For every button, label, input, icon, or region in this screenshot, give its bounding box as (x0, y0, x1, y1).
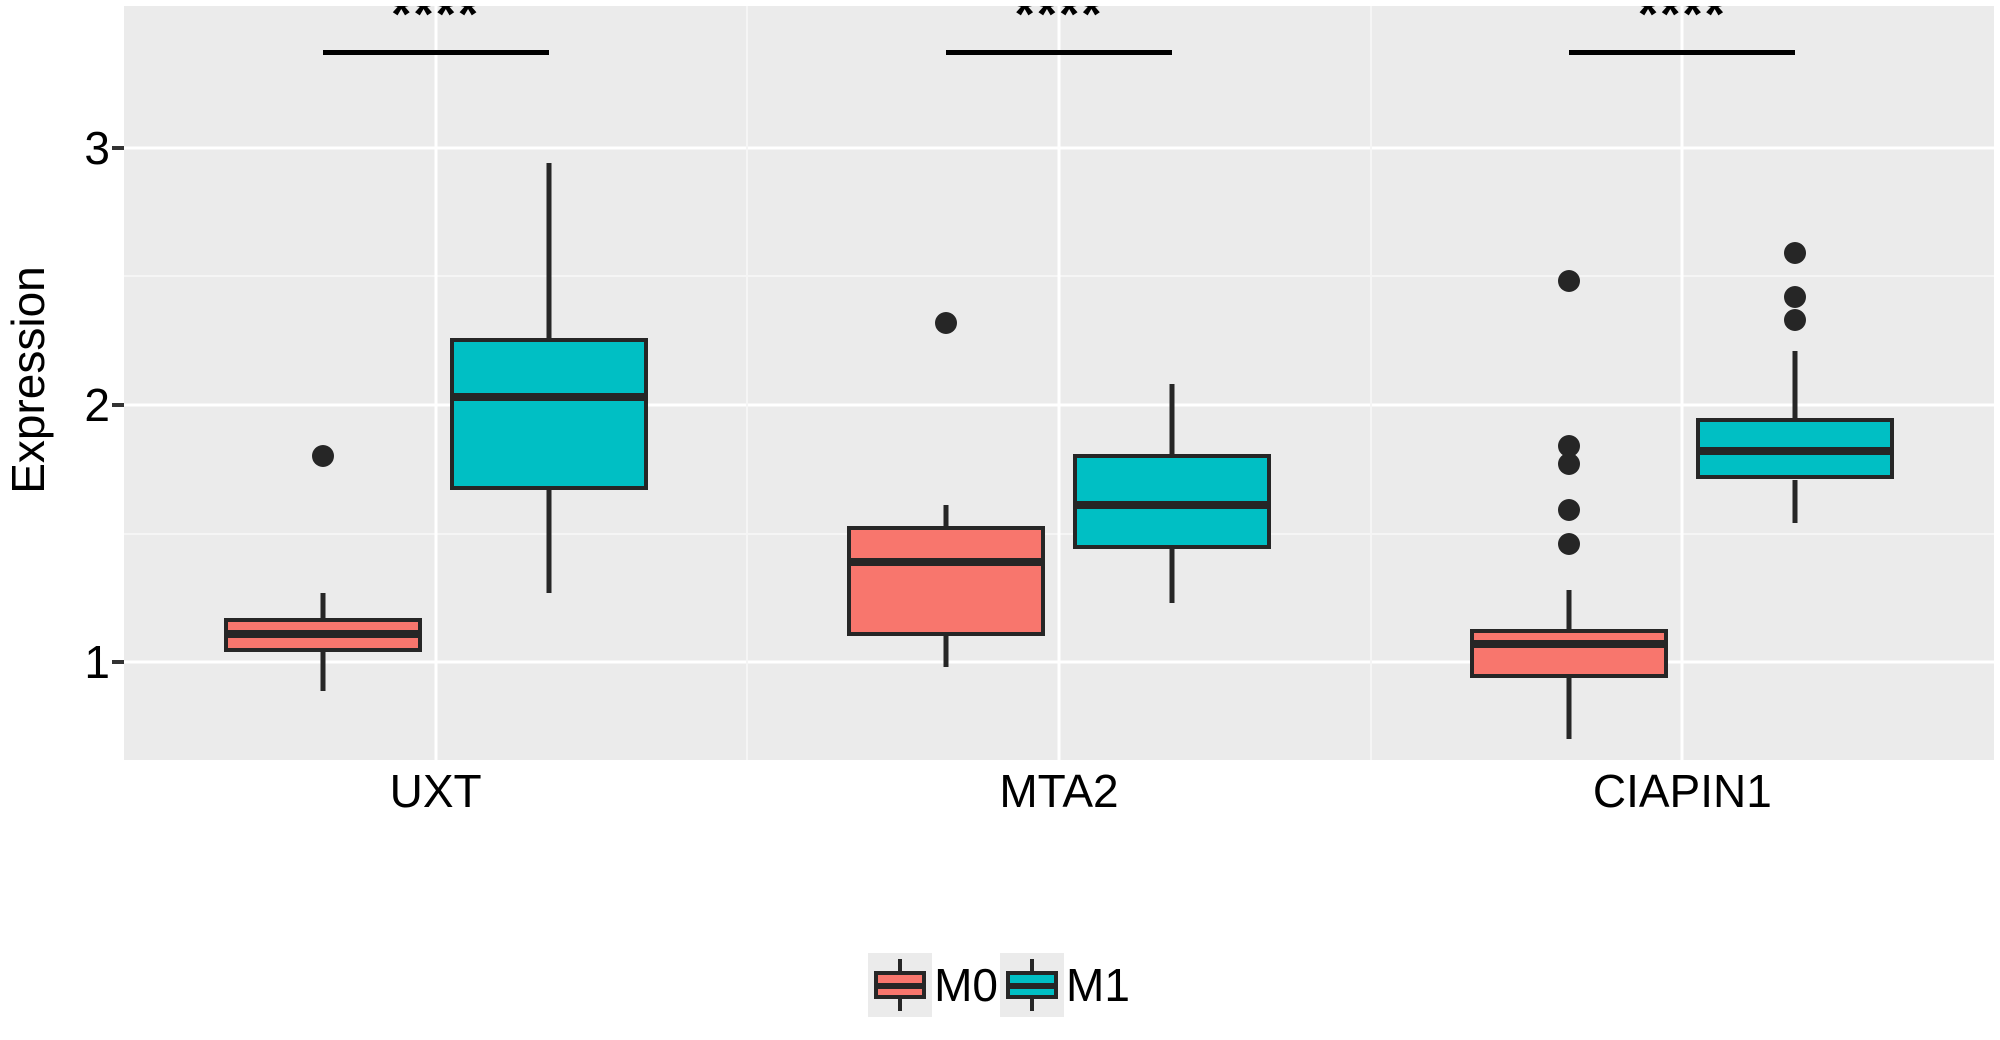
significance-bracket (1569, 49, 1796, 55)
y-tick-mark (112, 145, 124, 150)
plot-panel: **** **** **** (124, 6, 1994, 760)
box-m0-mta2 (847, 525, 1045, 637)
whisker-upper (320, 592, 326, 619)
outlier-point (935, 311, 957, 334)
outlier-point (1558, 532, 1581, 555)
y-tick-mark (112, 660, 124, 665)
gridline-vertical-minor (1369, 6, 1372, 760)
whisker-lower (943, 636, 949, 668)
outlier-point (1784, 242, 1807, 265)
outlier-point (311, 445, 334, 468)
outlier-point (1784, 285, 1807, 308)
whisker-upper (1792, 350, 1798, 418)
x-tick-label-ciapin1: CIAPIN1 (1592, 765, 1772, 817)
significance-stars: **** (391, 6, 481, 44)
median-line (1696, 447, 1895, 456)
legend-item-m1[interactable]: M1 (1000, 953, 1132, 1017)
whisker-upper (1566, 590, 1572, 629)
y-axis-tick-labels: 1 2 3 (56, 0, 110, 760)
whisker-lower (1566, 677, 1572, 740)
gridline-vertical-major (1680, 6, 1684, 760)
median-line (847, 557, 1045, 566)
whisker-lower (1792, 479, 1798, 524)
x-axis-tick-labels: UXT MTA2 CIAPIN1 (124, 766, 1994, 836)
legend-label: M1 (1066, 959, 1130, 1011)
median-line (449, 393, 648, 402)
median-line (1470, 640, 1669, 649)
significance-stars: **** (1637, 6, 1727, 44)
outlier-point (1558, 270, 1581, 293)
legend-label: M0 (934, 959, 998, 1011)
gridline-vertical-minor (746, 6, 749, 760)
legend: M0 M1 (0, 930, 2000, 1040)
significance-stars: **** (1014, 6, 1104, 44)
y-tick-mark (112, 402, 124, 407)
legend-item-m0[interactable]: M0 (868, 953, 1000, 1017)
y-axis-title-text: Expression (2, 266, 54, 494)
outlier-point (1558, 453, 1581, 476)
outlier-point (1784, 308, 1807, 331)
y-tick-label: 3 (84, 121, 110, 174)
whisker-lower (1169, 548, 1175, 603)
whisker-upper (943, 505, 949, 526)
whisker-lower (546, 489, 552, 593)
x-tick-label-mta2: MTA2 (999, 765, 1119, 817)
y-tick-label: 2 (84, 378, 110, 431)
whisker-lower (320, 651, 326, 691)
legend-key-icon (868, 953, 933, 1017)
box-m0-ciapin1 (1470, 628, 1669, 678)
median-line (1073, 501, 1271, 510)
significance-bracket (946, 49, 1172, 55)
whisker-upper (546, 162, 552, 338)
legend-key-icon (1000, 953, 1064, 1017)
x-tick-label-uxt: UXT (389, 765, 482, 817)
y-tick-label: 1 (84, 636, 110, 689)
gridline-vertical-major (1057, 6, 1061, 760)
y-axis-title: Expression (0, 0, 56, 760)
whisker-upper (1169, 384, 1175, 454)
outlier-point (1558, 435, 1581, 458)
gridline-vertical-major (434, 6, 438, 760)
outlier-point (1558, 499, 1581, 522)
box-m1-uxt (449, 337, 648, 490)
median-line (223, 629, 422, 638)
significance-bracket (322, 49, 549, 55)
